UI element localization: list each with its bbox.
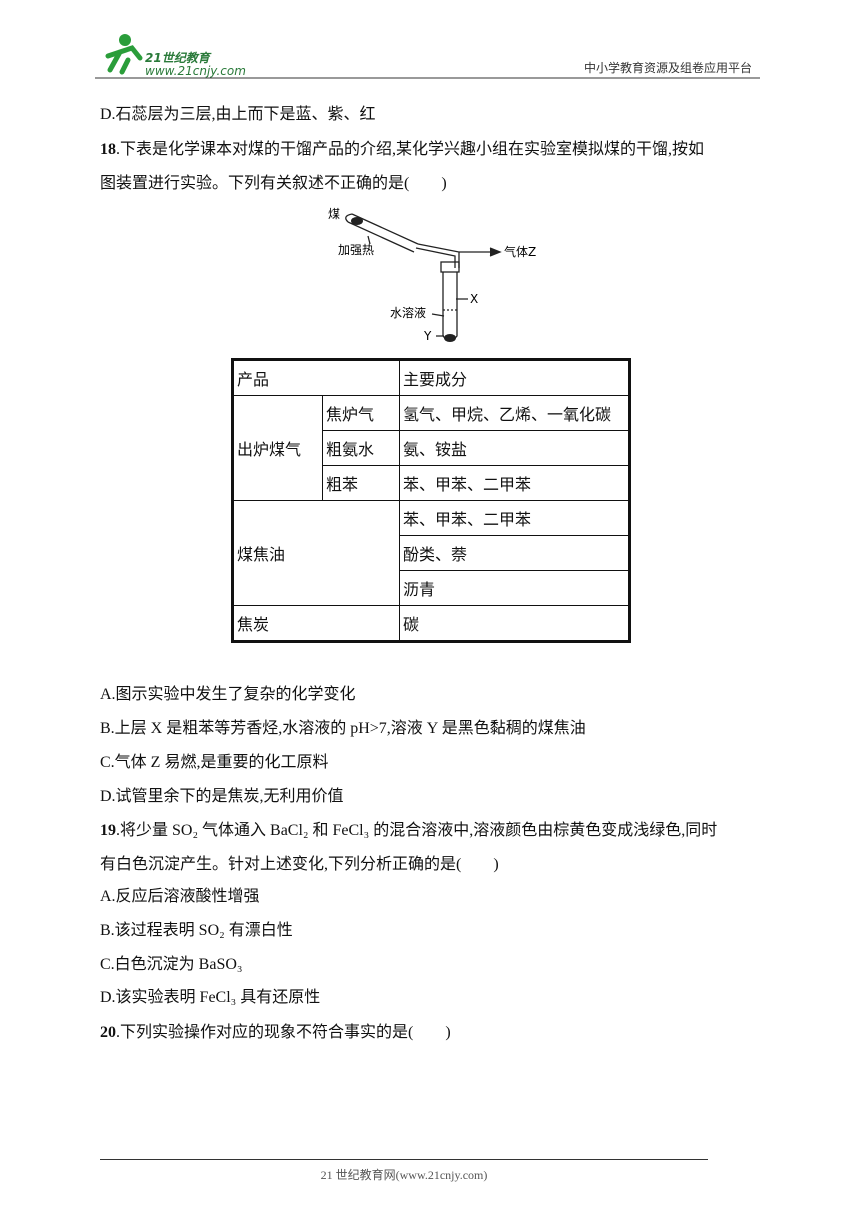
label: 煤 <box>328 207 340 221</box>
cell: 氢气、甲烷、乙烯、一氧化碳 <box>399 395 630 431</box>
option: B.上层 X 是粗苯等芳香烃,水溶液的 pH>7,溶液 Y 是黑色黏稠的煤焦油 <box>100 720 586 737</box>
header: 21世纪教育 www.21cnjy.com 中小学教育资源及组卷应用平台 <box>95 34 760 79</box>
cell: 粗苯 <box>322 465 400 501</box>
cell: 出炉煤气 <box>232 395 323 501</box>
cell: 碳 <box>399 605 630 642</box>
option: C.白色沉淀为 BaSO₃ <box>100 956 243 973</box>
label: 加强热 <box>338 243 374 257</box>
cell: 粗氨水 <box>322 430 400 466</box>
platform: 中小学教育资源及组卷应用平台 <box>584 60 752 75</box>
logo-icon <box>119 34 131 46</box>
question: 20.下列实验操作对应的现象不符合事实的是( ) <box>100 1023 451 1043</box>
footer-rule <box>100 1159 708 1160</box>
option: D.试管里余下的是焦炭,无利用价值 <box>100 788 344 805</box>
option: C.气体 Z 易燃,是重要的化工原料 <box>100 754 329 771</box>
stem: .下表是化学课本对煤的干馏产品的介绍,某化学兴趣小组在实验室模拟煤的干馏,按如 <box>116 141 705 158</box>
label: Y <box>423 329 432 343</box>
q-number: 19 <box>100 822 116 839</box>
stem: .下列实验操作对应的现象不符合事实的是( ) <box>116 1024 451 1041</box>
logo-runner <box>105 45 143 75</box>
label: X <box>470 292 478 306</box>
footer: 21 世纪教育网(www.21cnjy.com) <box>320 1168 488 1182</box>
cell: 苯、甲苯、二甲苯 <box>399 465 630 501</box>
logo-url: www.21cnjy.com <box>145 64 246 78</box>
cell: 氨、铵盐 <box>399 430 630 466</box>
cell: 酚类、萘 <box>399 535 630 571</box>
question: 19.将少量 SO₂ 气体通入 BaCl₂ 和 FeCl₃ 的混合溶液中,溶液颜… <box>100 821 717 841</box>
cell: 焦炉气 <box>322 395 400 431</box>
label: 气体Z <box>504 244 536 259</box>
cell: 沥青 <box>399 570 630 606</box>
stem: 有白色沉淀产生。针对上述变化,下列分析正确的是( ) <box>100 856 499 873</box>
option: D.该实验表明 FeCl₃ 具有还原性 <box>100 989 321 1006</box>
table: 产品 主要成分 出炉煤气 焦炉气 氢气、甲烷、乙烯、一氧化碳 粗氨水 氨、铵盐 粗苯 苯、… <box>231 358 631 643</box>
apparatus: 煤 加强热 气体Z X 水溶液 Y <box>328 207 536 343</box>
option: D.石蕊层为三层,由上而下是蓝、紫、红 <box>100 106 376 123</box>
question: 18.下表是化学课本对煤的干馏产品的介绍,某化学兴趣小组在实验室模拟煤的干馏,按… <box>100 140 704 160</box>
cell: 焦炭 <box>232 605 400 642</box>
stem: .将少量 SO₂ 气体通入 BaCl₂ 和 FeCl₃ 的混合溶液中,溶液颜色由… <box>116 822 718 839</box>
cell: 煤焦油 <box>232 500 400 606</box>
q-number: 18 <box>100 141 116 158</box>
option: A.图示实验中发生了复杂的化学变化 <box>100 686 356 703</box>
th: 产品 <box>232 359 400 396</box>
stem: 图装置进行实验。下列有关叙述不正确的是( ) <box>100 175 447 192</box>
logo-title: 21世纪教育 <box>145 51 212 65</box>
label: 水溶液 <box>390 305 426 320</box>
option: A.反应后溶液酸性增强 <box>100 888 260 905</box>
option: B.该过程表明 SO₂ 有漂白性 <box>100 922 293 939</box>
q-number: 20 <box>100 1024 116 1041</box>
cell: 苯、甲苯、二甲苯 <box>399 500 630 536</box>
th: 主要成分 <box>399 359 630 396</box>
